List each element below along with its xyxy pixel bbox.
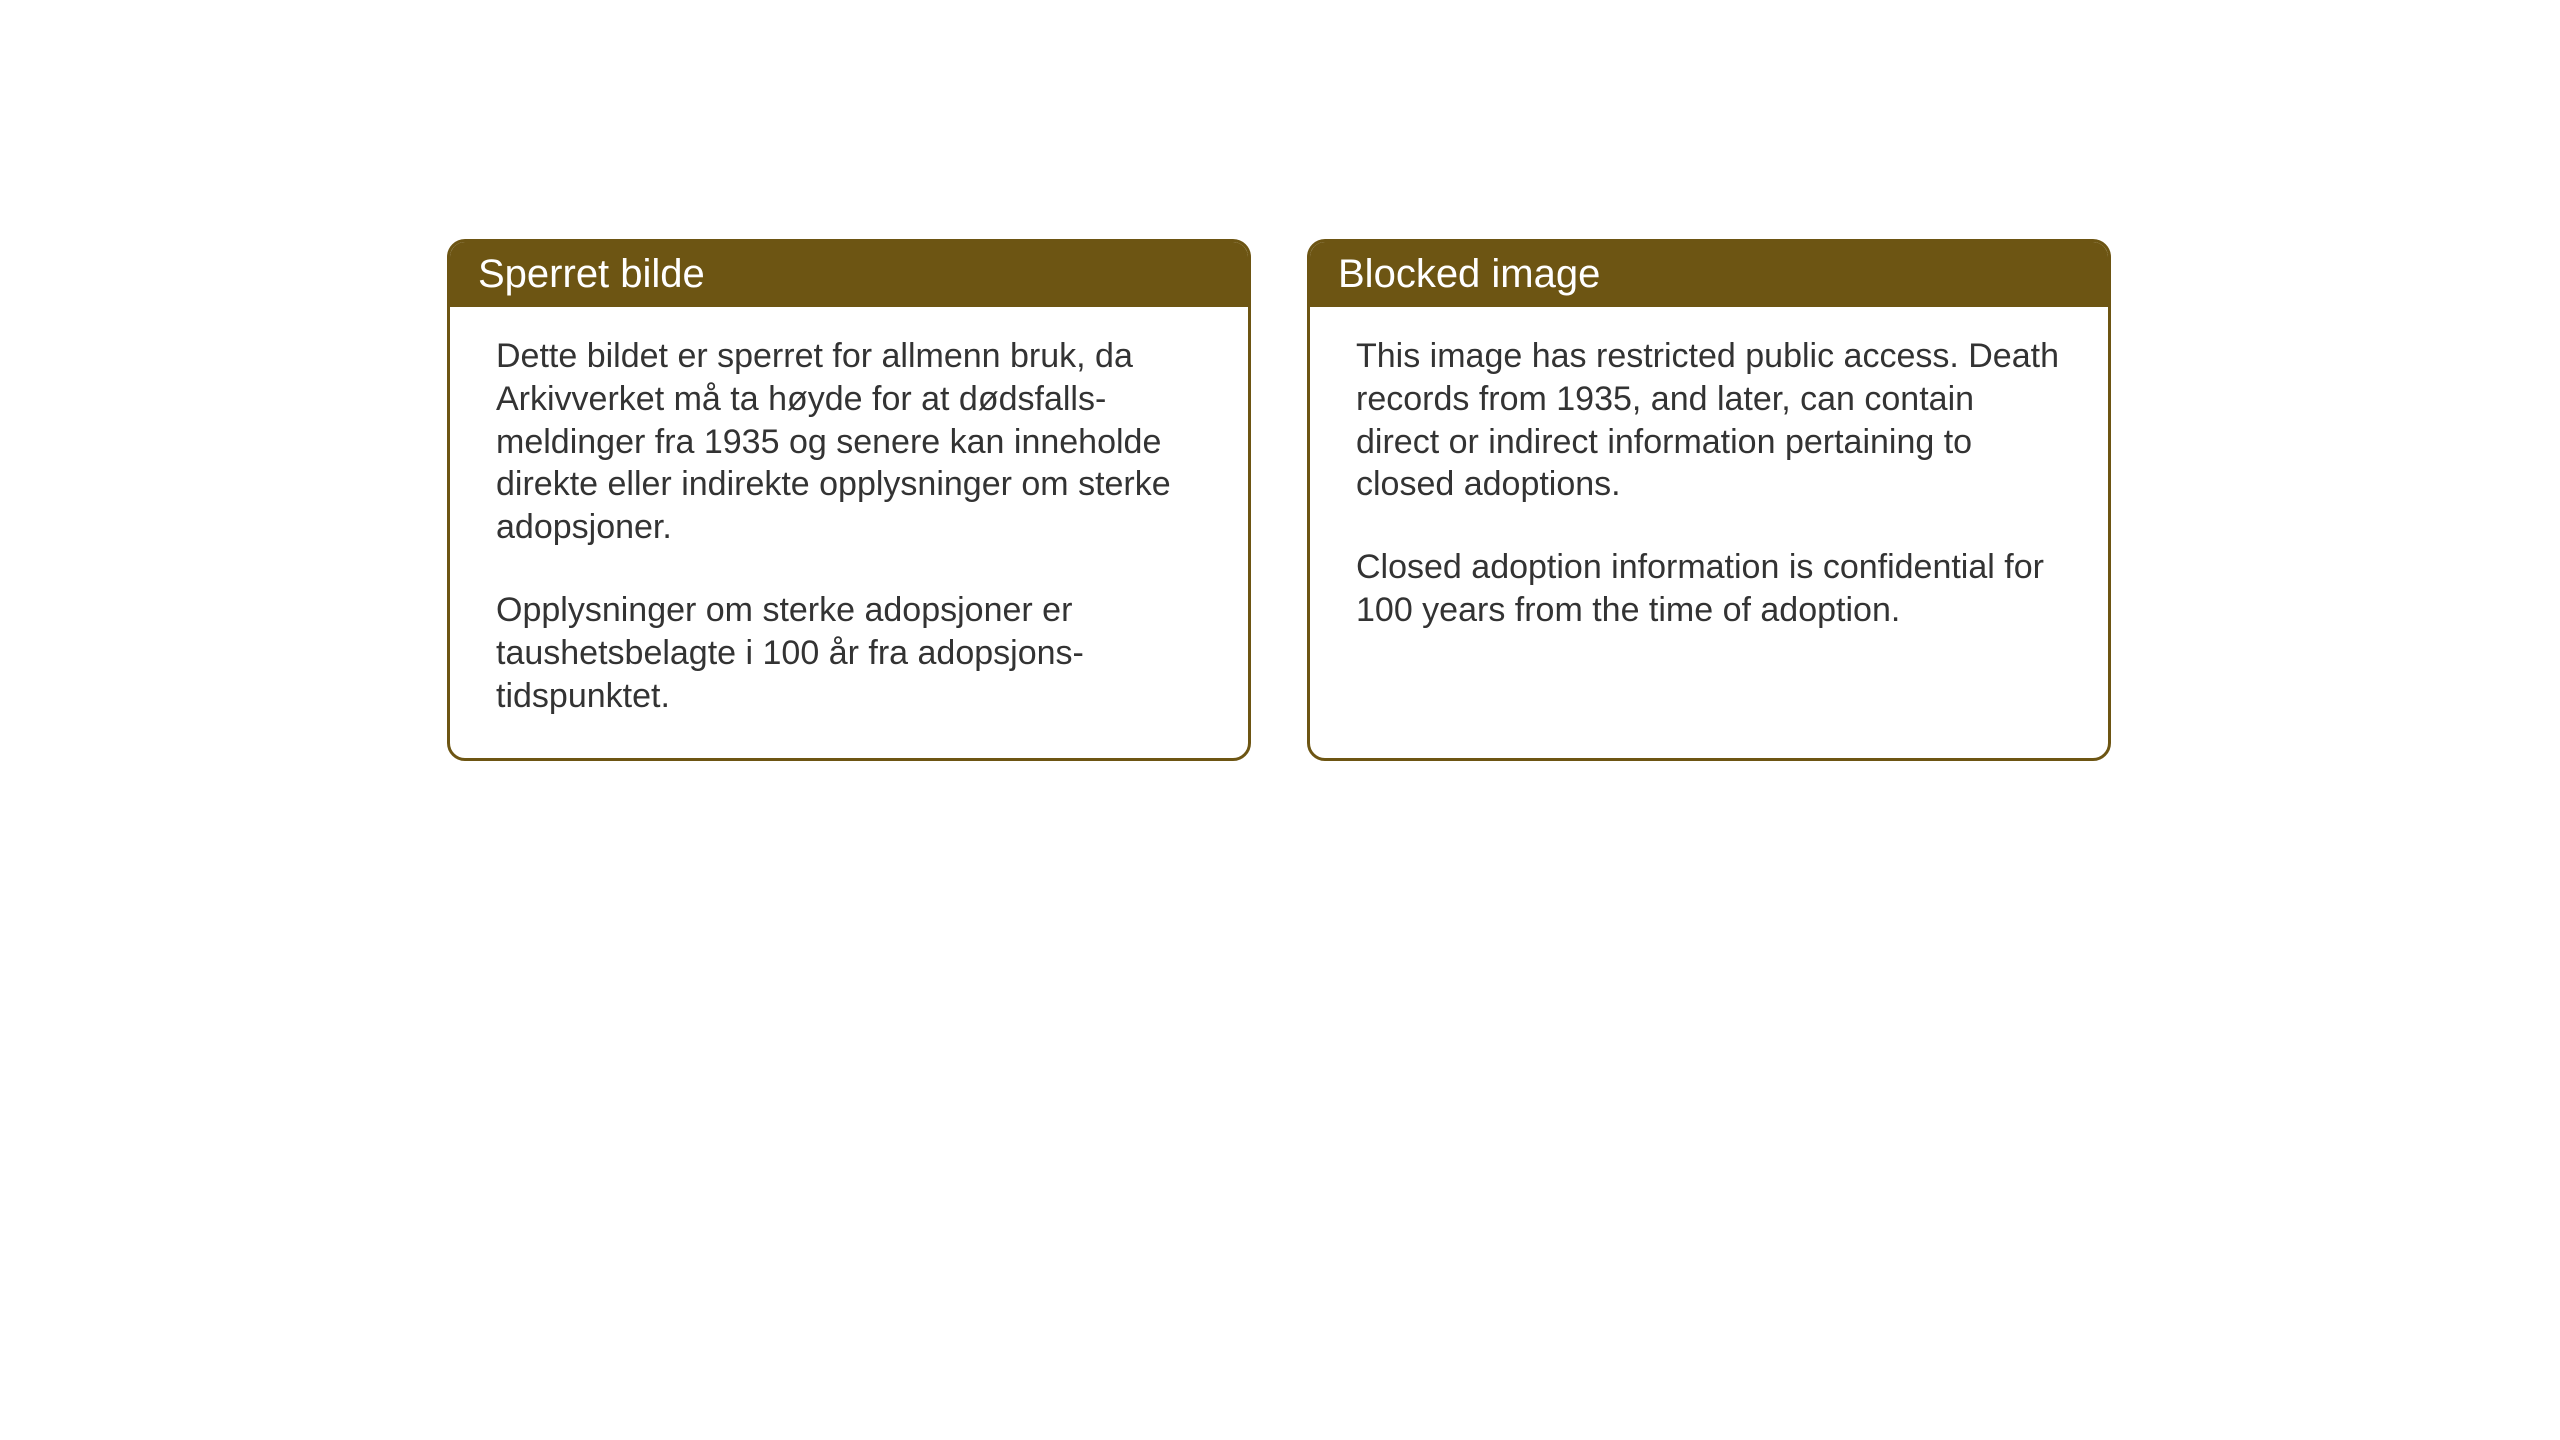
paragraph-1-norwegian: Dette bildet er sperret for allmenn bruk… [496,335,1202,549]
paragraph-1-english: This image has restricted public access.… [1356,335,2062,506]
card-header-norwegian: Sperret bilde [450,242,1248,307]
notice-container: Sperret bilde Dette bildet er sperret fo… [447,239,2111,761]
card-norwegian: Sperret bilde Dette bildet er sperret fo… [447,239,1251,761]
card-title-english: Blocked image [1338,252,1600,296]
paragraph-2-norwegian: Opplysninger om sterke adopsjoner er tau… [496,589,1202,717]
card-body-norwegian: Dette bildet er sperret for allmenn bruk… [450,307,1248,758]
card-header-english: Blocked image [1310,242,2108,307]
card-title-norwegian: Sperret bilde [478,252,705,296]
card-english: Blocked image This image has restricted … [1307,239,2111,761]
card-body-english: This image has restricted public access.… [1310,307,2108,672]
paragraph-2-english: Closed adoption information is confident… [1356,546,2062,632]
